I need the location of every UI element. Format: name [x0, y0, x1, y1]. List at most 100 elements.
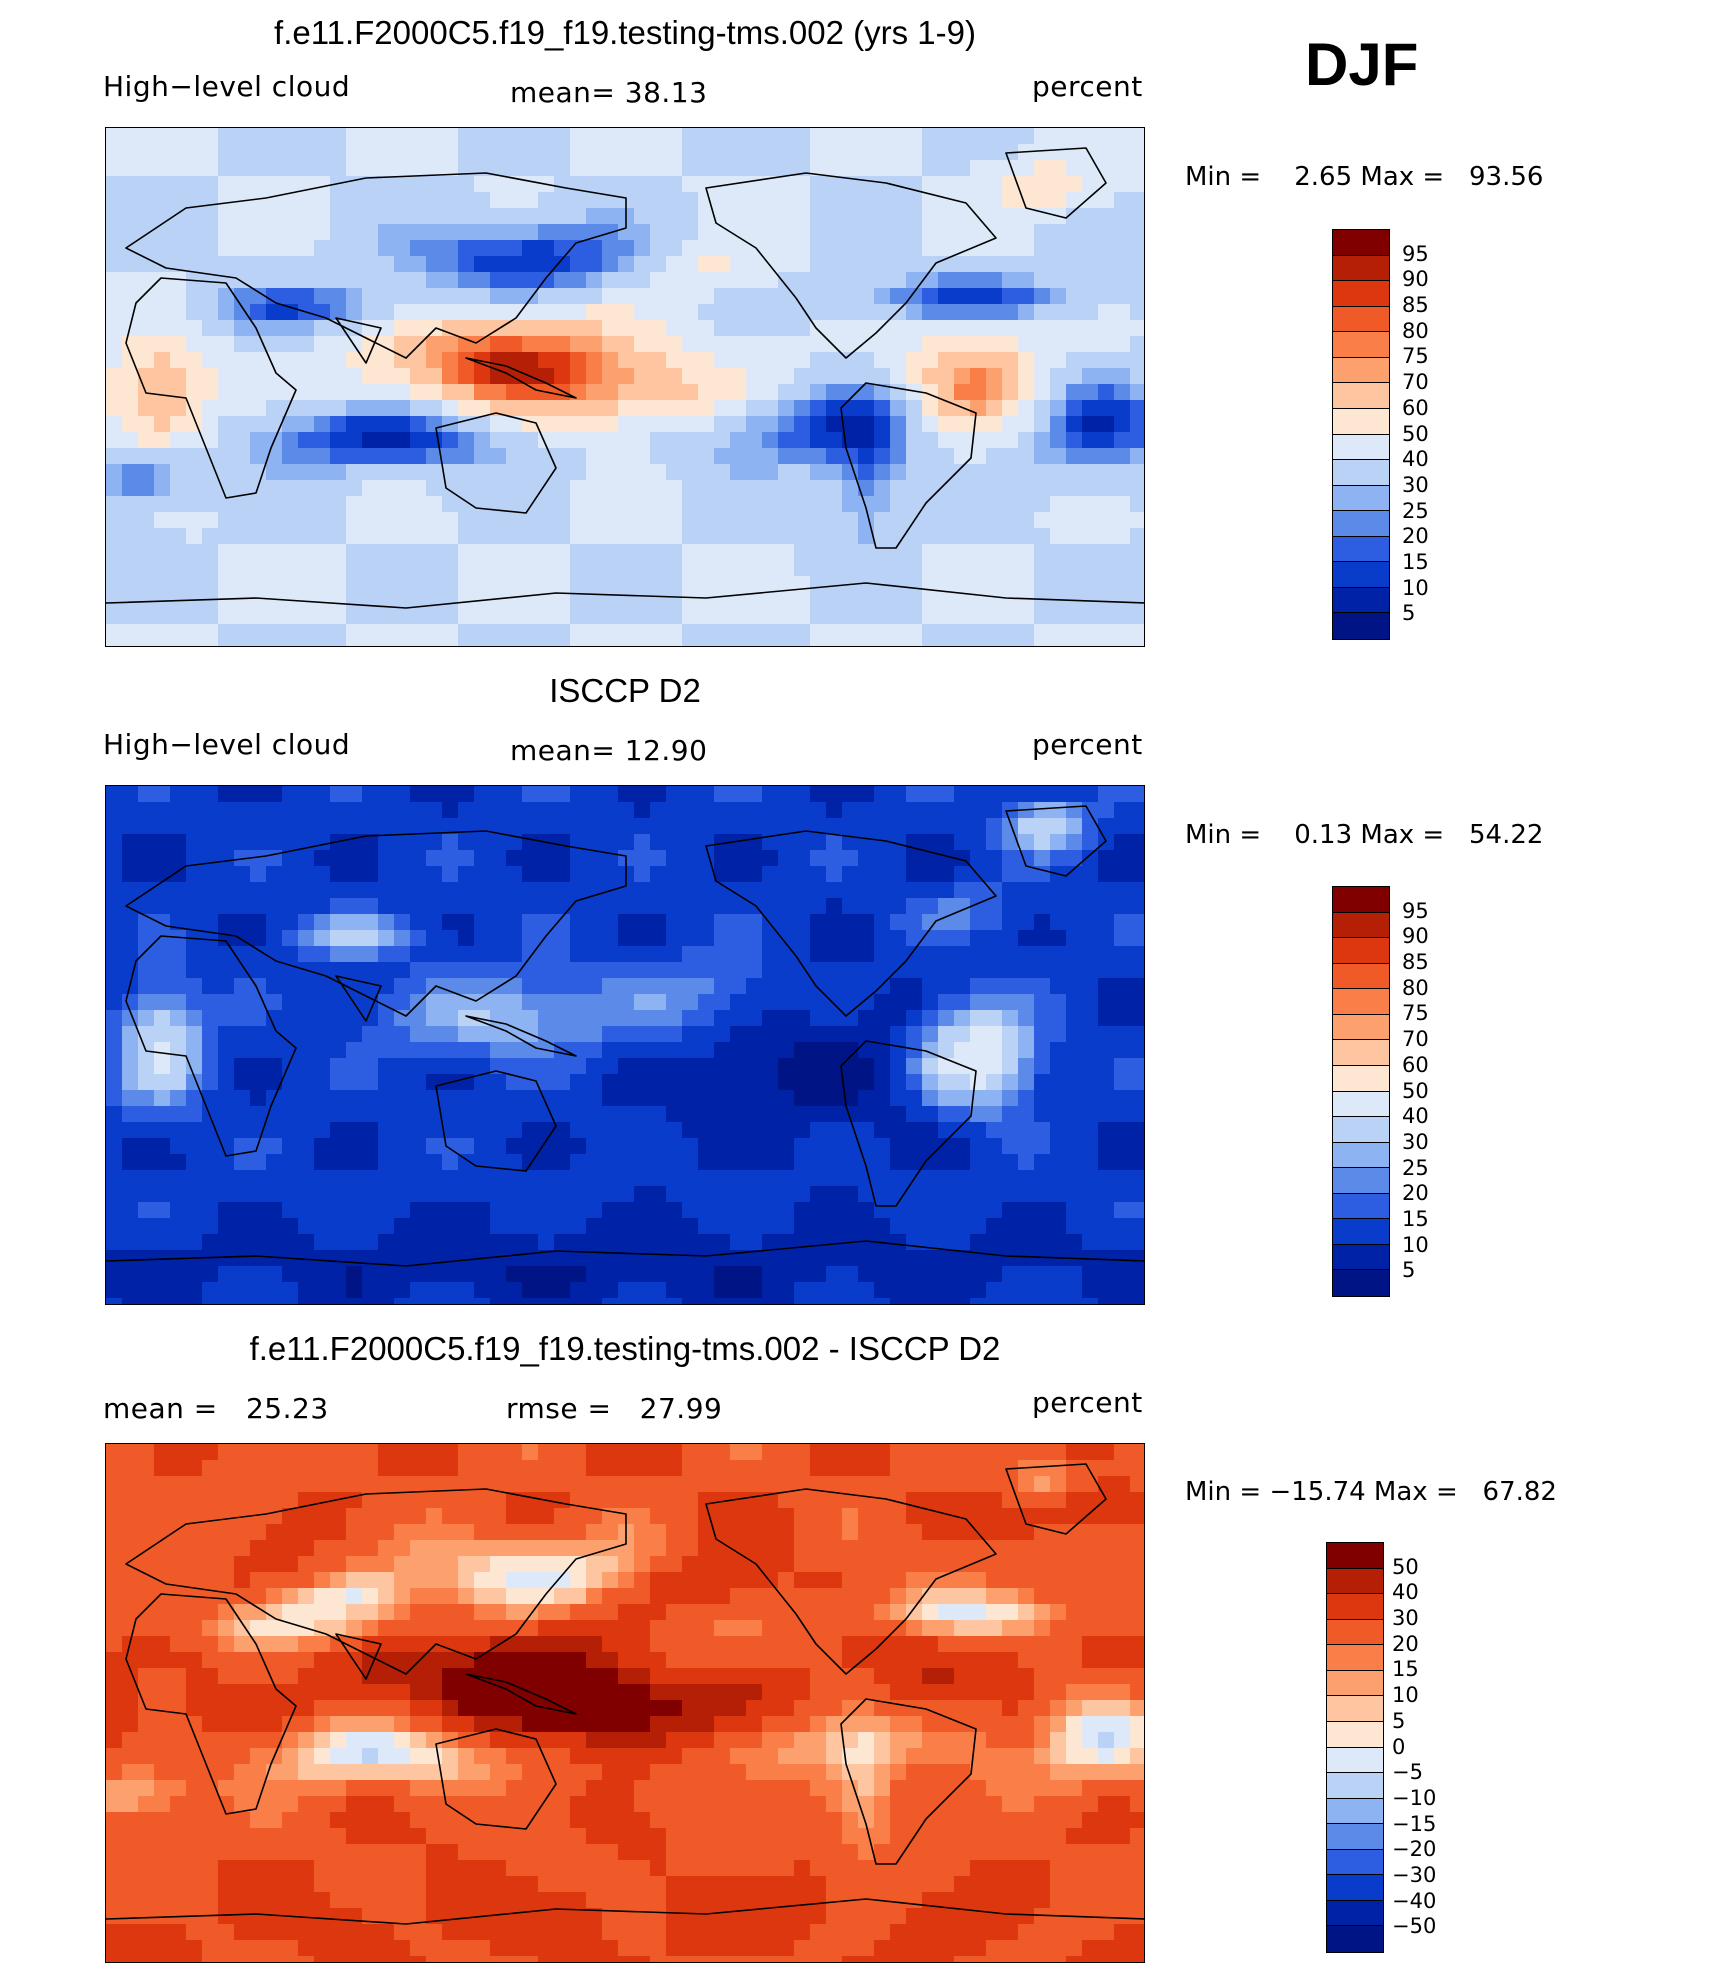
colorbar-cell	[1333, 1040, 1389, 1066]
colorbar-obs	[1332, 886, 1390, 1297]
colorbar-cell	[1327, 1696, 1383, 1722]
colorbar-cell	[1333, 281, 1389, 307]
colorbar-cell	[1327, 1798, 1383, 1825]
colorbar-tick-label: 30	[1392, 1606, 1419, 1631]
colorbar-tick-label: 40	[1402, 1104, 1429, 1129]
field-label: High−level cloud	[103, 728, 351, 761]
mean-label: mean = 25.23	[103, 1392, 329, 1425]
coastline	[125, 935, 297, 1157]
season-label: DJF	[1305, 31, 1419, 98]
colorbar-tick-label: 75	[1402, 344, 1429, 369]
colorbar-tick-label: 10	[1402, 575, 1429, 600]
coastline	[1005, 1463, 1107, 1535]
colorbar-cell	[1327, 1568, 1383, 1595]
colorbar-cell	[1327, 1849, 1383, 1876]
colorbar-cell	[1333, 1142, 1389, 1169]
colorbar-tick-label: −5	[1392, 1760, 1423, 1785]
units-label: percent	[1032, 728, 1143, 761]
colorbar-tick-label: 60	[1402, 395, 1429, 420]
contour-fill	[106, 1444, 1144, 1962]
colorbar-tick-label: 95	[1402, 241, 1429, 266]
colorbar-tick-label: 15	[1392, 1657, 1419, 1682]
colorbar-cell	[1333, 912, 1389, 939]
colorbar-tick-label: 5	[1402, 1258, 1416, 1283]
coastline	[840, 382, 977, 549]
coastline	[1005, 147, 1107, 219]
colorbar-tick-label: 25	[1402, 1155, 1429, 1180]
coastline	[705, 172, 997, 359]
colorbar-cell	[1333, 562, 1389, 588]
colorbar-cell	[1333, 1193, 1389, 1220]
field-label: High−level cloud	[103, 70, 351, 103]
colorbar-cell	[1333, 1270, 1389, 1296]
colorbar-cell	[1327, 1670, 1383, 1697]
colorbar-tick-label: 30	[1402, 1129, 1429, 1154]
colorbar-cell	[1333, 1014, 1389, 1041]
map-model	[105, 127, 1145, 647]
colorbar-model	[1332, 229, 1390, 640]
colorbar-cell	[1333, 332, 1389, 358]
coastline	[106, 1240, 1144, 1267]
colorbar-tick-label: 30	[1402, 472, 1429, 497]
colorbar-cell	[1327, 1543, 1383, 1569]
colorbar-tick-label: 50	[1402, 421, 1429, 446]
mean-label: mean= 12.90	[510, 734, 708, 767]
colorbar-tick-label: −20	[1392, 1837, 1437, 1862]
colorbar-tick-label: 10	[1402, 1232, 1429, 1257]
minmax-label: Min = −15.74 Max = 67.82	[1185, 1477, 1557, 1507]
colorbar-tick-label: 10	[1392, 1683, 1419, 1708]
coastline	[465, 1673, 577, 1715]
coastline	[335, 1633, 382, 1680]
colorbar-tick-label: 15	[1402, 1206, 1429, 1231]
colorbar-tick-label: 85	[1402, 293, 1429, 318]
colorbar-cell	[1333, 485, 1389, 512]
colorbar-tick-label: 85	[1402, 950, 1429, 975]
contour-fill	[106, 128, 1144, 646]
colorbar-cell	[1333, 1065, 1389, 1092]
colorbar-tick-label: −15	[1392, 1811, 1437, 1836]
colorbar-tick-label: 40	[1392, 1580, 1419, 1605]
map-obs	[105, 785, 1145, 1305]
colorbar-tick-label: 70	[1402, 1027, 1429, 1052]
colorbar-tick-label: 40	[1402, 447, 1429, 472]
colorbar-cell	[1333, 434, 1389, 461]
colorbar-tick-label: 95	[1402, 898, 1429, 923]
colorbar-tick-label: −30	[1392, 1862, 1437, 1887]
coastline	[125, 1593, 297, 1815]
panel-title: f.e11.F2000C5.f19_f19.testing-tms.002 - …	[249, 1330, 1001, 1367]
colorbar-tick-label: −40	[1392, 1888, 1437, 1913]
colorbar-tick-label: −10	[1392, 1785, 1437, 1810]
coastline	[1005, 805, 1107, 877]
colorbar-cell	[1333, 255, 1389, 282]
coastline	[435, 1728, 557, 1830]
colorbar-cell	[1333, 587, 1389, 614]
colorbar-tick-label: 90	[1402, 267, 1429, 292]
colorbar-cell	[1333, 1091, 1389, 1118]
colorbar-diff	[1326, 1542, 1384, 1953]
colorbar-cell	[1333, 1244, 1389, 1271]
coastline	[106, 582, 1144, 609]
colorbar-cell	[1333, 613, 1389, 639]
colorbar-cell	[1333, 938, 1389, 964]
coastlines	[106, 805, 1144, 1267]
colorbar-cell	[1333, 306, 1389, 333]
colorbar-cell	[1333, 357, 1389, 384]
colorbar-cell	[1327, 1773, 1383, 1799]
colorbar-cell	[1327, 1926, 1383, 1952]
coastline	[465, 1015, 577, 1057]
colorbar-tick-label: 75	[1402, 1001, 1429, 1026]
coastline	[840, 1040, 977, 1207]
minmax-label: Min = 2.65 Max = 93.56	[1185, 162, 1544, 192]
coastline	[335, 975, 382, 1022]
colorbar-tick-label: 90	[1402, 924, 1429, 949]
colorbar-tick-label: 70	[1402, 370, 1429, 395]
colorbar-tick-label: 20	[1392, 1631, 1419, 1656]
coastline	[106, 1898, 1144, 1925]
contour-fill	[106, 786, 1144, 1304]
colorbar-tick-label: 5	[1392, 1708, 1406, 1733]
colorbar-tick-label: 60	[1402, 1052, 1429, 1077]
colorbar-cell	[1333, 536, 1389, 563]
colorbar-cell	[1333, 408, 1389, 435]
colorbar-tick-label: −50	[1392, 1914, 1437, 1939]
minmax-label: Min = 0.13 Max = 54.22	[1185, 820, 1544, 850]
